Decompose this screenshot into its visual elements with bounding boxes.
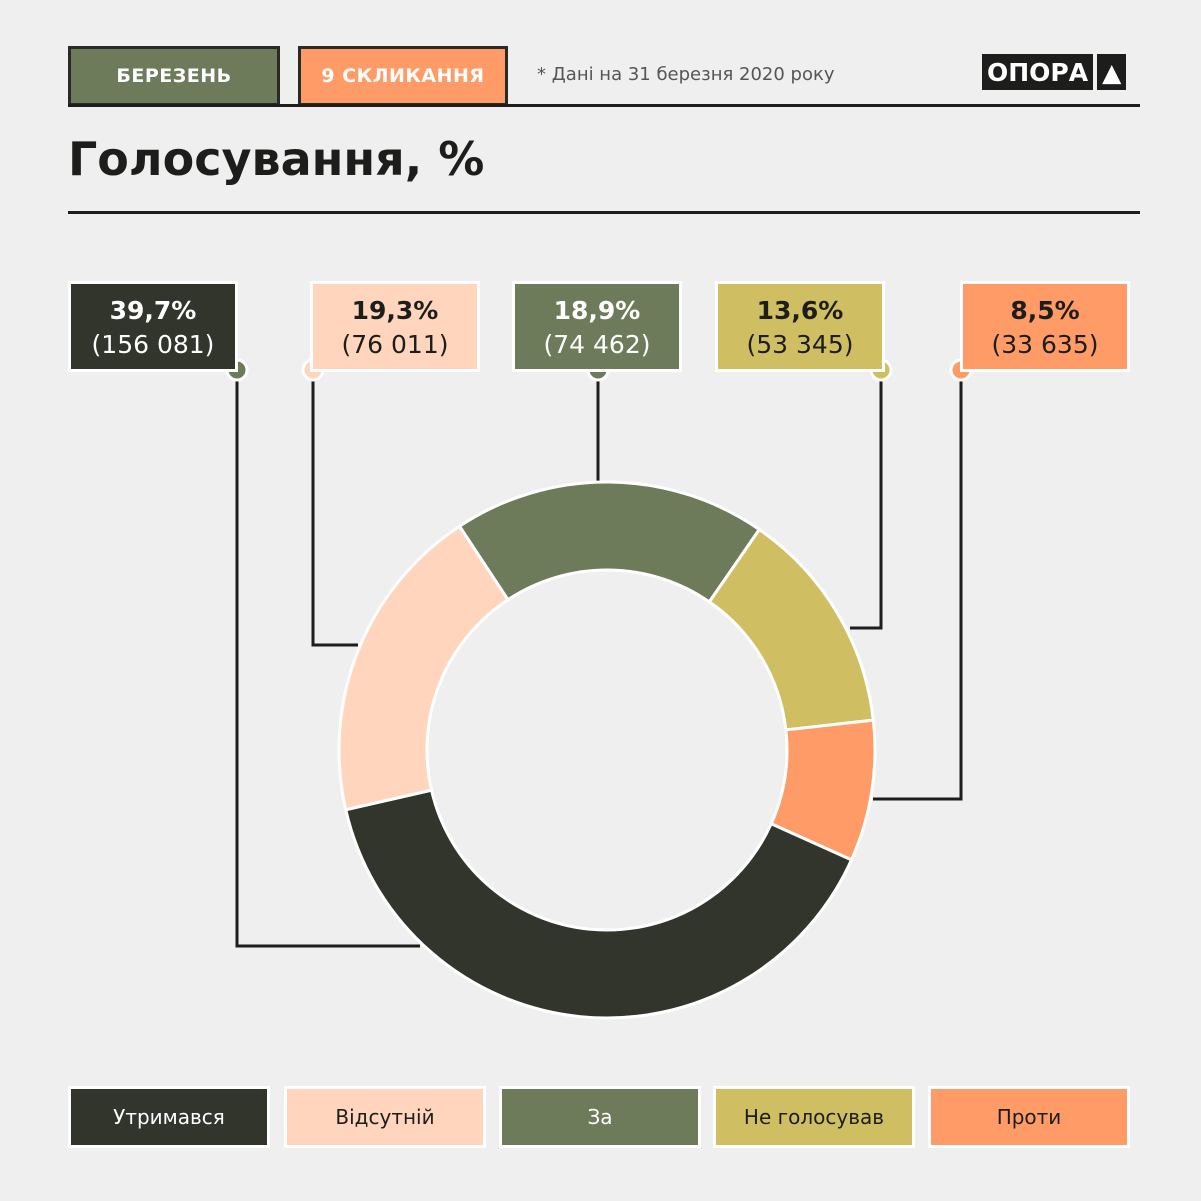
percent: 19,3% — [351, 296, 439, 325]
legend-ne-holosuvav: Не голосував — [713, 1086, 915, 1148]
leader-line-utrymavsia — [235, 370, 420, 948]
title-divider — [68, 211, 1140, 214]
legend-proty: Проти — [928, 1086, 1130, 1148]
leader-line-vidsutnii — [311, 370, 358, 647]
count: (53 345) — [746, 330, 854, 359]
data-note: * Дані на 31 березня 2020 року — [537, 64, 835, 85]
header-divider — [68, 104, 1140, 107]
percent: 39,7% — [109, 296, 197, 325]
label-vidsutnii: 19,3% (76 011) — [310, 281, 480, 372]
logo-text: ОПОРА — [982, 54, 1094, 90]
triangle-icon: ▲ — [1097, 54, 1127, 90]
legend-za: За — [499, 1086, 701, 1148]
count: (76 011) — [341, 330, 449, 359]
leader-lines — [235, 370, 963, 948]
slice-0 — [457, 480, 762, 604]
count: (33 635) — [991, 330, 1099, 359]
percent: 18,9% — [553, 296, 641, 325]
label-utrymavsia: 39,7% (156 081) — [68, 281, 238, 372]
opora-logo: ОПОРА ▲ — [982, 54, 1127, 90]
leader-line-ne-holosuvav — [850, 370, 883, 630]
label-za: 18,9% (74 462) — [512, 281, 682, 372]
label-ne-holosuvav: 13,6% (53 345) — [715, 281, 885, 372]
page-title: Голосування, % — [68, 132, 485, 186]
count: (74 462) — [543, 330, 651, 359]
legend-utrymavsia: Утримався — [68, 1086, 270, 1148]
legend-vidsutnii: Відсутній — [284, 1086, 486, 1148]
percent: 8,5% — [1010, 296, 1080, 325]
slice-4 — [337, 524, 510, 812]
count: (156 081) — [91, 330, 215, 359]
percent: 13,6% — [756, 296, 844, 325]
month-tag: БЕРЕЗЕНЬ — [68, 46, 280, 106]
leader-line-proty — [873, 370, 963, 801]
label-proty: 8,5% (33 635) — [960, 281, 1130, 372]
slice-3 — [343, 788, 854, 1020]
